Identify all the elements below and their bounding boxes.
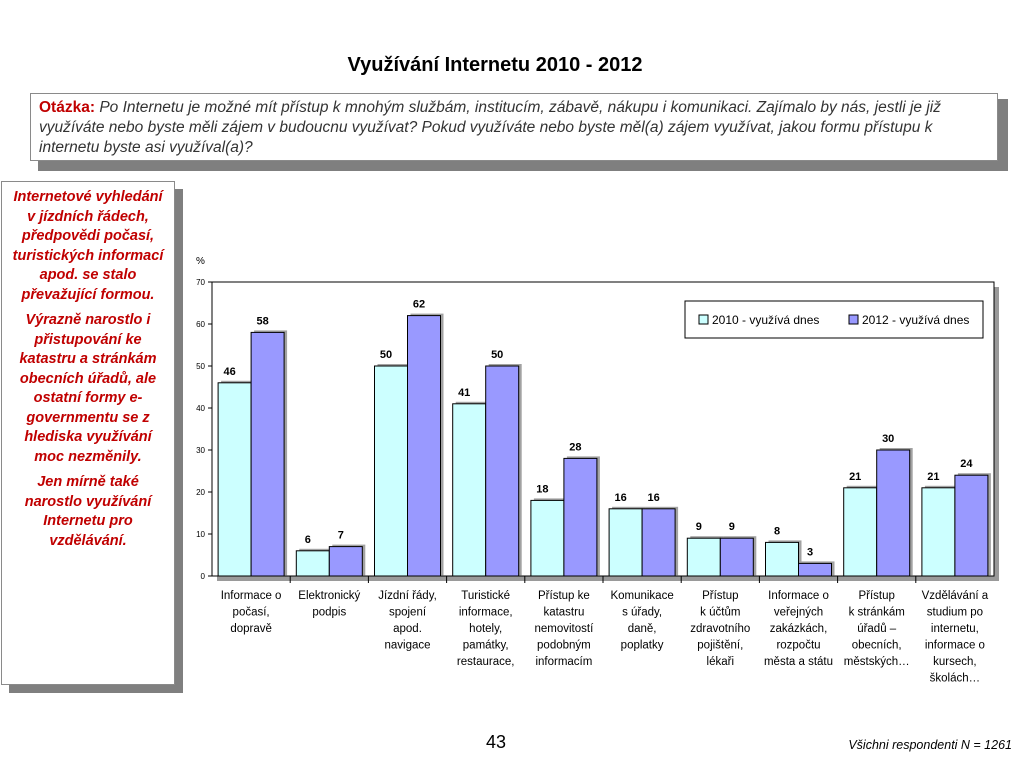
bar-value-label: 28 [569,441,581,453]
bar-value-label: 18 [536,483,548,495]
y-unit-label: % [196,256,205,267]
legend-swatch-2012 [848,314,859,325]
bar-2012 [876,449,911,577]
x-category-label: Elektronický podpis [298,590,360,619]
bar-2010 [452,403,487,577]
x-category-label: Informace o veřejných zakázkách, rozpočtu mě… [764,590,833,668]
x-category-label: Turistické informace, hotely, památky, resta… [457,590,515,668]
bar-value-label: 30 [882,433,894,445]
y-tick-label: 0 [201,572,206,581]
bar-value-label: 8 [774,525,780,537]
bar-chart: % 0 10 20 30 40 50 60 70 46 58 Informace o počasí, do… [196,256,999,685]
x-category-label: Vzdělávání a studium po internetu, informac… [922,590,989,685]
bar-2012 [407,315,441,577]
bar-2012 [485,365,520,577]
y-tick-label: 60 [196,320,205,329]
bar-value-label: 16 [614,492,626,504]
bar-value-label: 16 [647,492,659,504]
y-tick-label: 30 [196,446,205,455]
bar-value-label: 9 [729,521,735,533]
y-tick-label: 40 [196,404,205,413]
bar-value-label: 24 [960,458,973,470]
bar-value-label: 7 [338,530,344,542]
bar-2010 [374,365,408,577]
bar-value-label: 50 [491,349,503,361]
x-category-label: Přístup k stránkám úřadů – obecních, městský… [844,590,910,668]
y-tick-label: 10 [196,530,205,539]
question-label: Otázka: [39,99,95,116]
note-paragraph-3: Jen mírně také narostlo využívání Intern… [24,474,152,549]
bar-2010 [921,487,956,577]
bar-value-label: 62 [413,299,425,311]
page-title: Využívání Internetu 2010 - 2012 [347,54,643,76]
legend-label-2010: 2010 - využívá dnes [712,313,819,327]
bar-value-label: 3 [807,546,813,558]
note-paragraph-2: Výrazně narostlo i přistupování ke katas… [19,312,157,465]
legend-swatch-2010 [698,314,709,325]
y-tick-label: 50 [196,362,205,371]
y-tick-label: 20 [196,488,205,497]
bar-value-label: 50 [380,349,392,361]
bar-2010 [608,508,643,577]
note-box: Internetové vyhledání v jízdních řádech,… [1,181,175,685]
x-category-label: Komunikace s úřady, daně, poplatky [610,590,673,652]
x-category-label: Jízdní řády, spojení apod. navigace [378,590,437,652]
y-tick-label: 70 [196,278,205,287]
legend-box [684,300,984,339]
note-paragraph-1: Internetové vyhledání v jízdních řádech,… [12,189,164,303]
question-text: Po Internetu je možné mít přístup k mnoh… [39,99,941,156]
legend-label-2012: 2012 - využívá dnes [862,313,969,327]
bar-value-label: 9 [696,521,702,533]
bar-value-label: 46 [223,366,235,378]
x-category-label: Informace o počasí, dopravě [221,590,282,635]
bar-2012 [328,546,363,577]
bar-2012 [641,508,676,577]
bar-2012 [250,331,285,577]
bar-2012 [719,537,754,577]
bar-2010 [843,487,878,577]
question-box: Otázka: Po Internetu je možné mít přístu… [30,93,998,161]
bar-value-label: 58 [256,315,268,327]
x-category-label: Přístup ke katastru nemovitostí podobným inf… [534,590,594,668]
bar-2010 [295,550,330,577]
page-number: 43 [486,732,507,752]
bar-2012 [798,562,832,577]
x-category-label: Přístup k účtům zdravotního pojištění, lékař… [690,590,750,668]
bar-value-label: 21 [927,471,939,483]
bar-2012 [563,457,598,577]
bar-value-label: 21 [849,471,861,483]
footnote: Všichni respondenti N = 1261 [848,738,1012,752]
bar-value-label: 6 [305,534,311,546]
bar-2010 [686,537,721,577]
bar-value-label: 41 [458,387,470,399]
bar-2010 [217,382,252,577]
bar-2010 [530,499,565,577]
bar-2012 [954,474,989,577]
bar-2010 [765,541,799,577]
